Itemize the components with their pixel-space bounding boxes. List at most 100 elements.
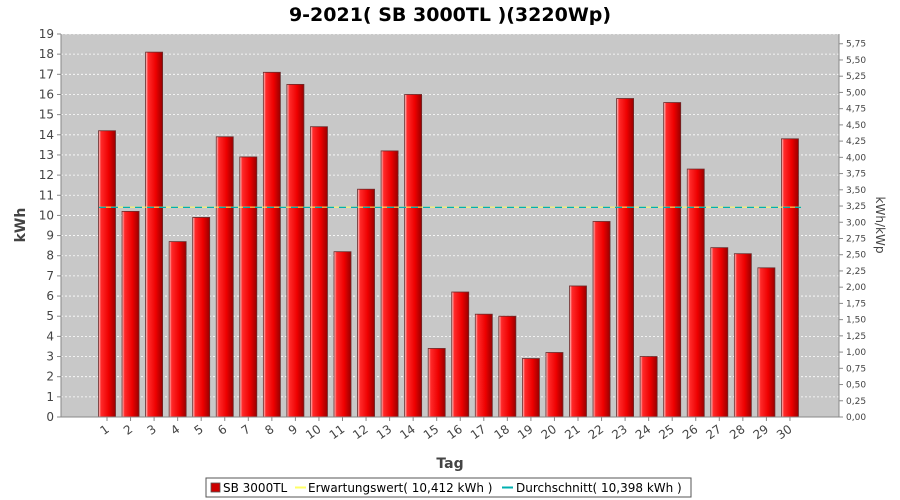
y-tick-label: 13	[39, 148, 54, 162]
y2-tick-label: 4,00	[846, 153, 866, 163]
bar	[215, 136, 234, 418]
y2-tick-label: 1,75	[846, 299, 866, 309]
bar	[733, 253, 752, 418]
x-tick-label: 5	[192, 422, 206, 438]
bar	[781, 138, 799, 418]
y2-tick-label: 2,00	[846, 283, 866, 293]
y-tick-label: 0	[46, 410, 54, 424]
x-tick-label: 29	[751, 422, 772, 442]
bar	[192, 217, 211, 418]
x-tick-label: 21	[562, 422, 583, 442]
y-tick-label: 18	[39, 47, 54, 61]
x-tick-label: 14	[397, 422, 418, 442]
x-tick-label: 6	[215, 422, 229, 438]
y-tick-label: 3	[46, 350, 54, 364]
y2-tick-label: 3,00	[846, 218, 866, 228]
x-tick-label: 8	[262, 422, 276, 438]
bar	[168, 241, 187, 418]
legend-box	[205, 477, 692, 498]
x-tick-label: 19	[515, 422, 536, 442]
y-tick-label: 19	[39, 27, 54, 41]
y-tick-label: 1	[46, 390, 54, 404]
y2-tick-label: 2,25	[846, 267, 866, 277]
y2-tick-label: 1,50	[846, 316, 866, 326]
y-tick-label: 4	[46, 329, 54, 343]
legend: SB 3000TL Erwartungswert( 10,412 kWh ) D…	[205, 477, 692, 498]
x-tick-label: 28	[727, 422, 748, 442]
bar	[239, 156, 258, 418]
grid-lines	[61, 33, 839, 398]
x-tick-label: 2	[121, 422, 135, 438]
y2-tick-label: 2,50	[846, 251, 866, 261]
y-tick-label: 17	[39, 67, 54, 81]
bar	[569, 285, 587, 418]
legend-label-average: Durchschnitt( 10,398 kWh )	[516, 481, 682, 495]
bar	[145, 51, 164, 418]
x-tick-label: 11	[327, 422, 348, 442]
x-tick-label: 1	[97, 422, 111, 438]
chart-title: 9-2021( SB 3000TL )(3220Wp)	[289, 4, 611, 26]
y2-tick-label: 1,25	[846, 332, 866, 342]
x-tick-label: 3	[145, 422, 159, 438]
y2-tick-label: 4,50	[846, 121, 866, 131]
x-tick-label: 16	[444, 422, 465, 442]
y-tick-label: 16	[39, 87, 54, 101]
y-tick-label: 9	[46, 229, 54, 243]
y-tick-label: 11	[39, 188, 54, 202]
bar	[686, 168, 705, 418]
plot-area	[61, 34, 839, 417]
x-tick-label: 15	[421, 422, 442, 442]
y2-tick-label: 4,75	[846, 105, 866, 115]
y2-tick-label: 4,25	[846, 137, 866, 147]
y2-tick-label: 3,50	[846, 186, 866, 196]
bar	[663, 102, 682, 418]
x-tick-label: 24	[633, 422, 654, 442]
y-tick-label: 15	[39, 108, 54, 122]
x-axis: 1 2 3 4 5 6 7 8 9 10 11 12 13 14 15 16 17 18 19 20 21 22 23 24 2…	[97, 417, 795, 442]
bar	[333, 251, 352, 418]
y-tick-label: 8	[46, 249, 54, 263]
bar	[451, 291, 470, 418]
x-tick-label: 18	[492, 422, 513, 442]
x-tick-label: 27	[703, 422, 724, 442]
y-tick-label: 10	[39, 208, 54, 222]
legend-label-expected: Erwartungswert( 10,412 kWh )	[308, 481, 492, 495]
bar	[404, 94, 423, 418]
bar	[522, 358, 540, 418]
bar	[427, 348, 446, 418]
x-tick-label: 7	[239, 422, 253, 438]
x-tick-label: 17	[468, 422, 489, 442]
x-tick-label: 20	[539, 422, 560, 442]
y-tick-label: 7	[46, 269, 54, 283]
x-tick-label: 4	[168, 422, 182, 438]
bar	[286, 83, 305, 418]
y2-tick-label: 3,75	[846, 170, 866, 180]
bar	[310, 126, 328, 418]
y2-tick-label: 1,00	[846, 348, 866, 358]
x-tick-label: 26	[680, 422, 701, 442]
bar	[710, 247, 729, 418]
legend-label-bars: SB 3000TL	[223, 481, 288, 495]
y2-tick-label: 0,75	[846, 364, 866, 374]
y2-tick-label: 5,75	[846, 40, 866, 50]
y2-tick-label: 3,25	[846, 202, 866, 212]
bar	[498, 315, 517, 418]
x-tick-label: 25	[656, 422, 677, 442]
x-tick-label: 10	[303, 422, 324, 442]
y2-tick-label: 2,75	[846, 234, 866, 244]
y2-tick-label: 0,00	[846, 413, 866, 423]
bar	[262, 71, 281, 418]
y2-tick-label: 0,25	[846, 397, 866, 407]
x-tick-label: 23	[609, 422, 630, 442]
bar	[121, 210, 140, 418]
y-tick-label: 6	[46, 289, 54, 303]
y2-tick-label: 0,50	[846, 381, 866, 391]
y-tick-label: 5	[46, 309, 54, 323]
bar	[639, 356, 658, 418]
x-tick-label: 13	[374, 422, 395, 442]
bar	[592, 221, 611, 418]
y2-tick-label: 5,00	[846, 88, 866, 98]
bar	[474, 313, 493, 418]
y-tick-label: 2	[46, 370, 54, 384]
